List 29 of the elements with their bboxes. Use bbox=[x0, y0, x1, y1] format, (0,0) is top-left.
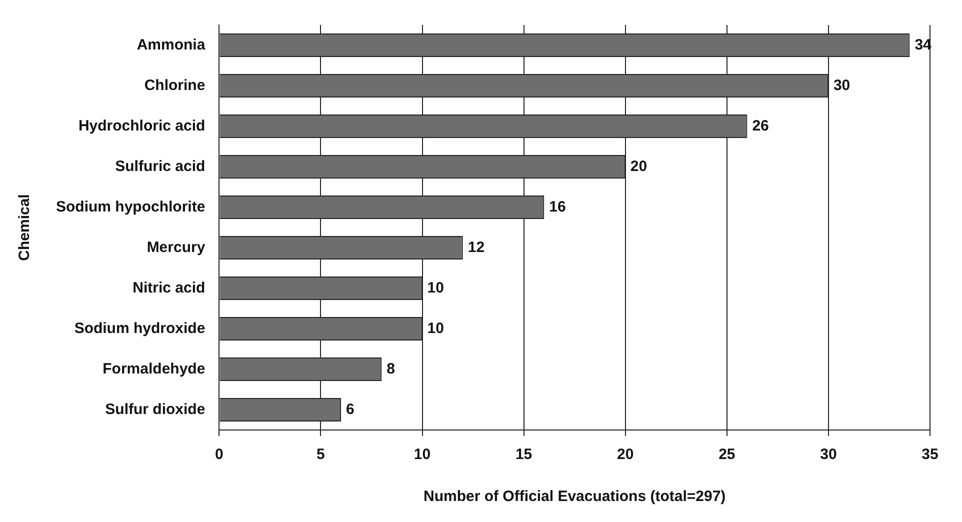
data-label: 10 bbox=[427, 279, 444, 296]
y-tick-label: Mercury bbox=[146, 238, 206, 256]
x-tick-label: 20 bbox=[617, 446, 634, 464]
x-tick-label: 15 bbox=[515, 446, 532, 464]
x-tick-label: 25 bbox=[718, 446, 736, 464]
y-tick-label: Hydrochloric acid bbox=[78, 117, 206, 134]
data-label: 20 bbox=[630, 158, 648, 175]
data-label: 10 bbox=[427, 320, 444, 337]
x-tick-label: 0 bbox=[215, 446, 224, 464]
data-label: 8 bbox=[386, 360, 395, 378]
y-tick-label: Sodium hydroxide bbox=[74, 320, 206, 337]
x-tick-label: 30 bbox=[820, 446, 837, 464]
y-tick-label: Nitric acid bbox=[132, 279, 206, 296]
y-tick-label: Sodium hypochlorite bbox=[56, 198, 206, 216]
x-tick-label: 10 bbox=[414, 446, 431, 464]
y-tick-label: Ammonia bbox=[136, 36, 206, 54]
data-label: 30 bbox=[833, 76, 850, 94]
y-tick-label: Formaldehyde bbox=[102, 360, 206, 378]
data-label: 26 bbox=[752, 117, 769, 134]
x-tick-label: 5 bbox=[316, 446, 325, 464]
data-label: 6 bbox=[346, 400, 354, 418]
y-tick-label: Chlorine bbox=[144, 76, 206, 94]
y-axis-title: Chemical bbox=[16, 194, 34, 261]
x-tick-label: 35 bbox=[922, 446, 938, 464]
data-label: 12 bbox=[468, 238, 485, 256]
y-tick-label: Sulfuric acid bbox=[115, 158, 206, 175]
x-axis-title: Number of Official Evacuations (total=297) bbox=[424, 488, 726, 506]
y-tick-label: Sulfur dioxide bbox=[105, 400, 206, 418]
data-label: 16 bbox=[549, 198, 566, 216]
